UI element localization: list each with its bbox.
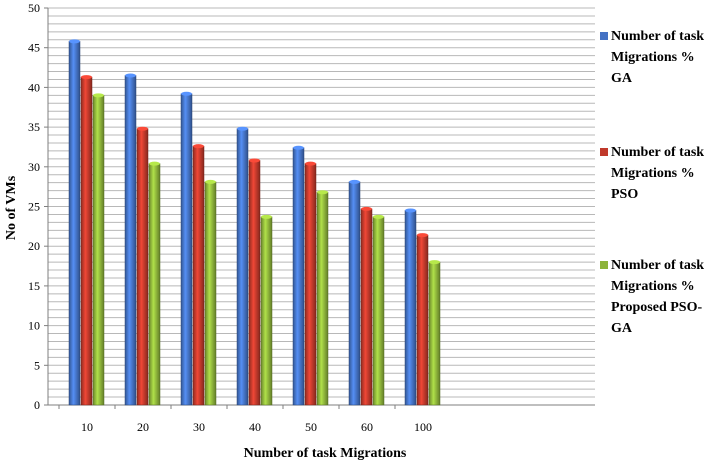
bar-top <box>317 190 328 195</box>
x-tick-label: 30 <box>193 420 205 434</box>
bar-top <box>305 161 316 166</box>
bar <box>236 128 249 406</box>
legend-label-line: Migrations % <box>611 50 695 65</box>
x-tick-label: 60 <box>361 420 373 434</box>
bar-top <box>149 161 160 166</box>
bar-top <box>261 214 272 219</box>
bar <box>360 208 373 406</box>
x-tick-label: 100 <box>414 420 432 434</box>
bar <box>316 191 329 406</box>
y-tick-label: 40 <box>28 80 40 94</box>
x-tick-label: 50 <box>305 420 317 434</box>
legend-label-line: Number of task <box>611 258 704 273</box>
bar-top <box>181 91 192 96</box>
bar-top <box>417 233 428 238</box>
legend-label-line: GA <box>611 71 633 86</box>
bar <box>428 261 441 406</box>
bar <box>80 76 93 406</box>
legend-swatch <box>600 148 608 156</box>
bar <box>136 128 149 406</box>
y-tick-label: 5 <box>34 358 40 372</box>
bar <box>192 145 205 406</box>
bar-top <box>249 158 260 163</box>
legend-label-line: Number of task <box>611 29 704 44</box>
bar <box>348 181 361 406</box>
bar-top <box>193 144 204 149</box>
legend-label-line: Migrations % <box>611 166 695 181</box>
bar-top <box>293 145 304 150</box>
x-tick-labels: 10 20 30 40 50 60 100 <box>58 405 432 434</box>
legend-label-line: PSO <box>611 187 638 202</box>
legend-label-line: GA <box>611 321 633 336</box>
bar <box>124 75 137 406</box>
legend-swatch <box>600 32 608 40</box>
legend-swatch <box>600 261 608 269</box>
x-tick-label: 10 <box>81 420 93 434</box>
legend-label: Number of task Migrations % GA <box>611 29 704 86</box>
x-tick-label: 20 <box>137 420 149 434</box>
bar-top <box>69 39 80 44</box>
bar-top <box>125 73 136 78</box>
bar <box>260 216 273 406</box>
bar <box>180 93 193 406</box>
bar-top <box>93 93 104 98</box>
y-axis-title: No of VMs <box>4 175 19 240</box>
y-tick-labels: 0 5 10 15 20 25 30 35 40 45 50 <box>28 1 48 412</box>
legend-label-line: Migrations % <box>611 279 695 294</box>
bar-top <box>237 126 248 131</box>
bar-top <box>205 179 216 184</box>
legend-label: Number of task Migrations % PSO <box>611 145 704 202</box>
bars <box>68 39 441 406</box>
y-tick-label: 25 <box>28 200 40 214</box>
bar <box>292 147 305 406</box>
legend-label-line: Proposed PSO- <box>611 300 702 315</box>
y-tick-label: 15 <box>28 279 40 293</box>
legend-label: Number of task Migrations % Proposed PSO- G… <box>611 258 704 336</box>
y-tick-label: 20 <box>28 239 40 253</box>
x-tick-label: 40 <box>249 420 261 434</box>
bar <box>92 95 105 406</box>
x-axis-title: Number of task Migrations <box>244 446 407 461</box>
bar <box>148 163 161 406</box>
bar <box>404 210 417 406</box>
bar-top <box>361 206 372 211</box>
bar-top <box>81 75 92 80</box>
y-tick-label: 10 <box>28 319 40 333</box>
bar-top <box>429 260 440 265</box>
bar <box>68 41 81 406</box>
bar-top <box>137 126 148 131</box>
bar <box>416 234 429 406</box>
y-tick-label: 45 <box>28 41 40 55</box>
bar <box>304 163 317 406</box>
legend-label-line: Number of task <box>611 145 704 160</box>
bar <box>204 181 217 406</box>
bar <box>372 216 385 406</box>
bar <box>248 160 261 406</box>
bar-top <box>405 208 416 213</box>
bar-top <box>349 179 360 184</box>
y-tick-label: 35 <box>28 120 40 134</box>
bar-top <box>373 214 384 219</box>
y-tick-label: 50 <box>28 1 40 15</box>
y-tick-label: 30 <box>28 160 40 174</box>
y-tick-label: 0 <box>34 398 40 412</box>
